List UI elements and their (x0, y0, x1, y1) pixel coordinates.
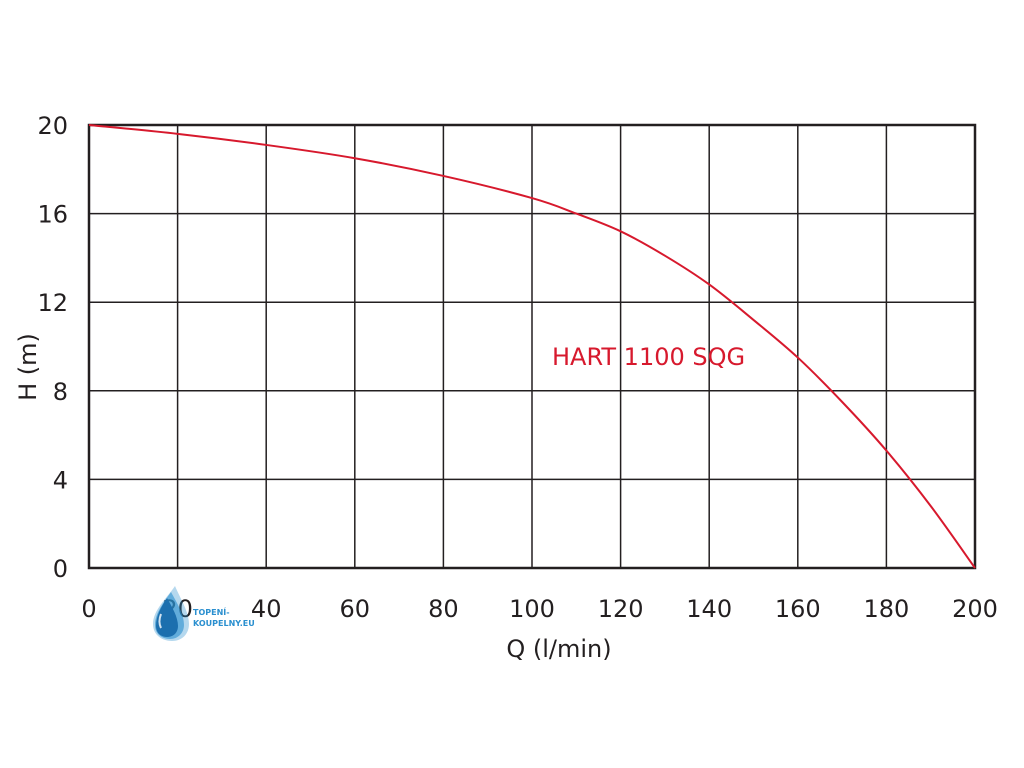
y-tick-label: 20 (37, 112, 68, 140)
x-tick-label: 180 (863, 595, 909, 623)
x-tick-label: 40 (251, 595, 282, 623)
x-tick-label: 0 (81, 595, 96, 623)
watermark-text: TOPENÍ- KOUPELNY.EU (193, 607, 255, 629)
y-tick-label: 12 (37, 289, 68, 317)
series-line (88, 124, 976, 569)
watermark-line-2: KOUPELNY.EU (193, 619, 255, 628)
y-tick-label: 4 (53, 466, 68, 494)
watermark-line-1: TOPENÍ- (193, 608, 230, 617)
grid (89, 125, 975, 568)
y-tick-label: 8 (53, 378, 68, 406)
x-tick-label: 60 (340, 595, 371, 623)
watermark-logo: TOPENÍ- KOUPELNY.EU (145, 584, 255, 642)
water-drop-icon (153, 586, 189, 641)
y-axis-title: H (m) (14, 333, 42, 401)
y-tick-label: 16 (37, 201, 68, 229)
y-tick-labels: 0 4 8 12 16 20 (37, 112, 68, 583)
x-tick-label: 120 (598, 595, 644, 623)
x-axis-title: Q (l/min) (506, 635, 611, 663)
x-tick-label: 140 (686, 595, 732, 623)
plot-frame (87, 123, 977, 570)
x-tick-label: 80 (428, 595, 459, 623)
series-label: HART 1100 SQG (552, 343, 745, 371)
x-tick-label: 200 (952, 595, 998, 623)
x-tick-label: 160 (775, 595, 821, 623)
x-tick-label: 100 (509, 595, 555, 623)
y-tick-label: 0 (53, 555, 68, 583)
